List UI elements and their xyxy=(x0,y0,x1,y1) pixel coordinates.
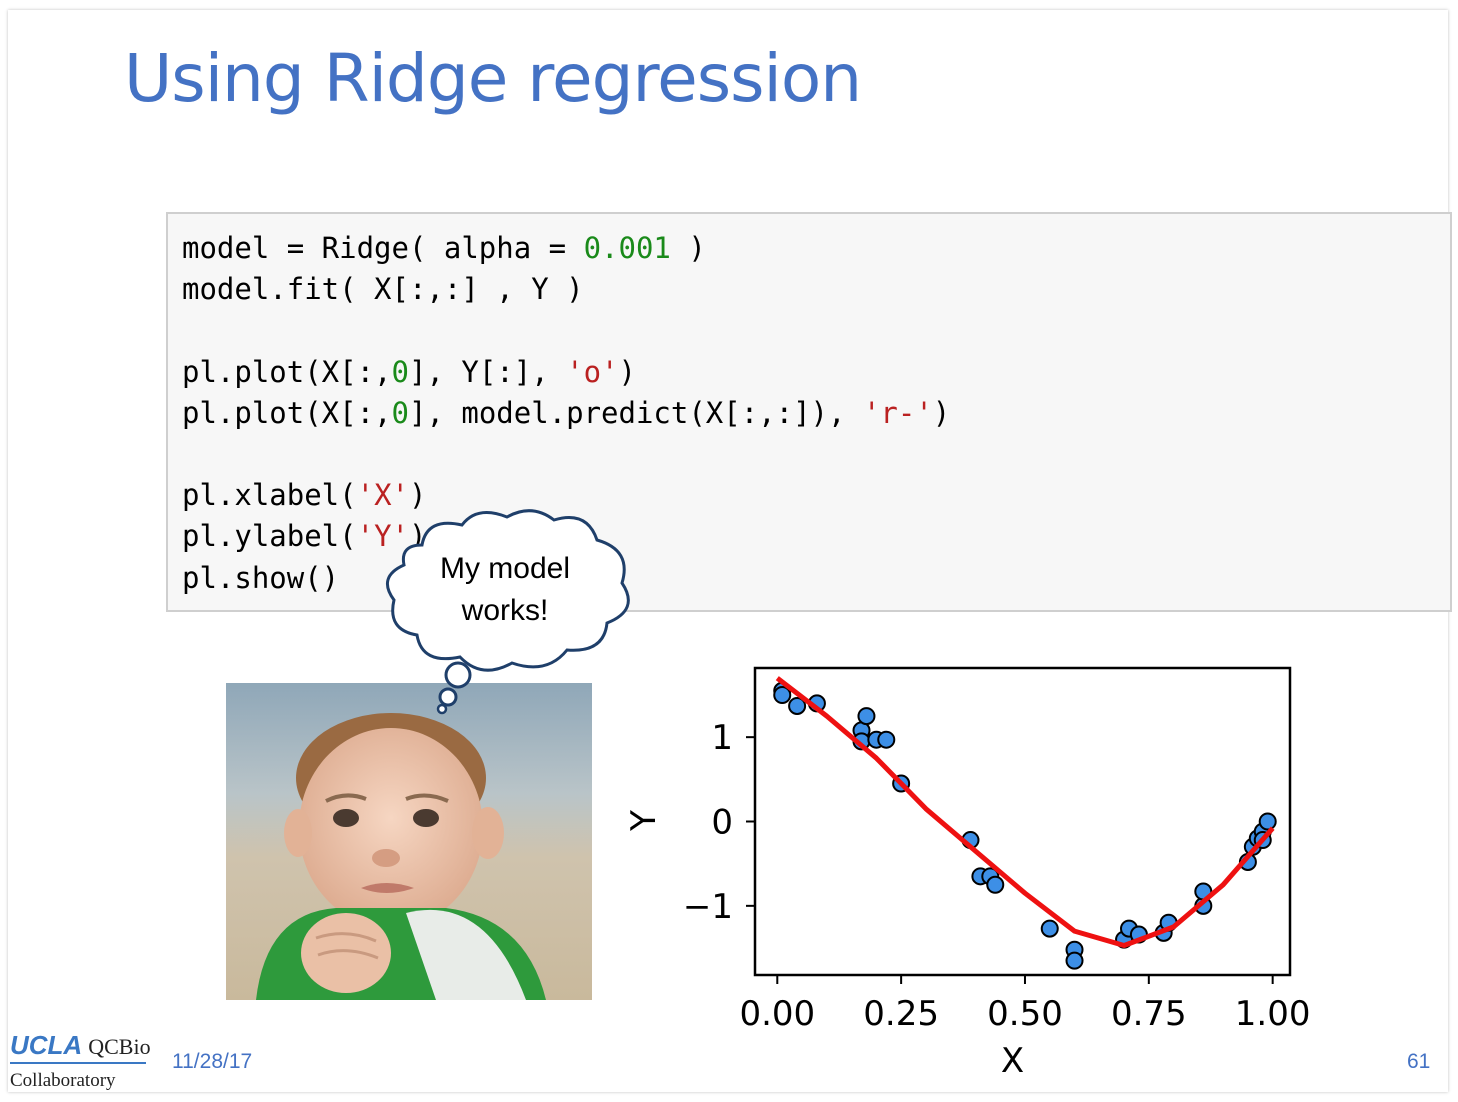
slide-title: Using Ridge regression xyxy=(124,40,862,117)
data-point xyxy=(857,707,876,726)
logo-collaboratory: Collaboratory xyxy=(10,1070,116,1091)
code-block: model = Ridge( alpha = 0.001 ) model.fit… xyxy=(182,228,950,599)
code-line-4: pl.plot(X[:,0], model.predict(X[:,:]), '… xyxy=(182,395,951,430)
x-tick-label: 0.75 xyxy=(1111,994,1187,1034)
data-point xyxy=(788,696,807,715)
x-tick-label: 0.00 xyxy=(739,994,815,1034)
logo-ucla: UCLA xyxy=(10,1030,83,1060)
code-line-7: pl.show() xyxy=(182,560,340,595)
x-tick-label: 0.25 xyxy=(863,994,939,1034)
code-line-3: pl.plot(X[:,0], Y[:], 'o') xyxy=(182,354,636,389)
y-tick-label: 0 xyxy=(711,803,733,843)
x-axis-label: X xyxy=(1001,1041,1024,1081)
x-tick-label: 1.00 xyxy=(1235,994,1311,1034)
data-point xyxy=(1040,919,1059,938)
data-point xyxy=(877,730,896,749)
logo-divider xyxy=(10,1062,146,1064)
y-axis-label: Y xyxy=(624,810,664,832)
code-line-5: pl.xlabel('X') xyxy=(182,478,427,513)
thought-bubble xyxy=(385,509,630,715)
y-tick-label: −1 xyxy=(683,887,733,927)
code-line-2: model.fit( X[:,:] , Y ) xyxy=(182,272,584,307)
ucla-qcbio-logo: UCLA QCBio xyxy=(10,1030,151,1061)
code-cell: model = Ridge( alpha = 0.001 ) model.fit… xyxy=(166,212,1452,612)
x-tick-label: 0.50 xyxy=(987,994,1063,1034)
thought-bubble-text: My model works! xyxy=(410,548,600,632)
data-point xyxy=(773,685,792,704)
y-tick-label: 1 xyxy=(711,718,733,758)
plot-frame xyxy=(753,666,1292,977)
data-point xyxy=(1258,812,1277,831)
thought-line-2: works! xyxy=(461,594,549,627)
code-line-1: model = Ridge( alpha = 0.001 ) xyxy=(182,231,706,265)
data-point xyxy=(986,875,1005,894)
fit-line xyxy=(775,676,1275,948)
data-point xyxy=(1065,951,1084,970)
slide-page-number: 61 xyxy=(1407,1050,1431,1073)
ridge-fit-chart: 0.00 0.25 0.50 0.75 1.00 1 0 −1 X Y xyxy=(624,666,1311,1081)
logo-qcbio: QCBio xyxy=(88,1034,151,1059)
thought-line-1: My model xyxy=(439,552,571,585)
slide-date: 11/28/17 xyxy=(172,1050,253,1073)
baby-photo xyxy=(226,683,592,1000)
